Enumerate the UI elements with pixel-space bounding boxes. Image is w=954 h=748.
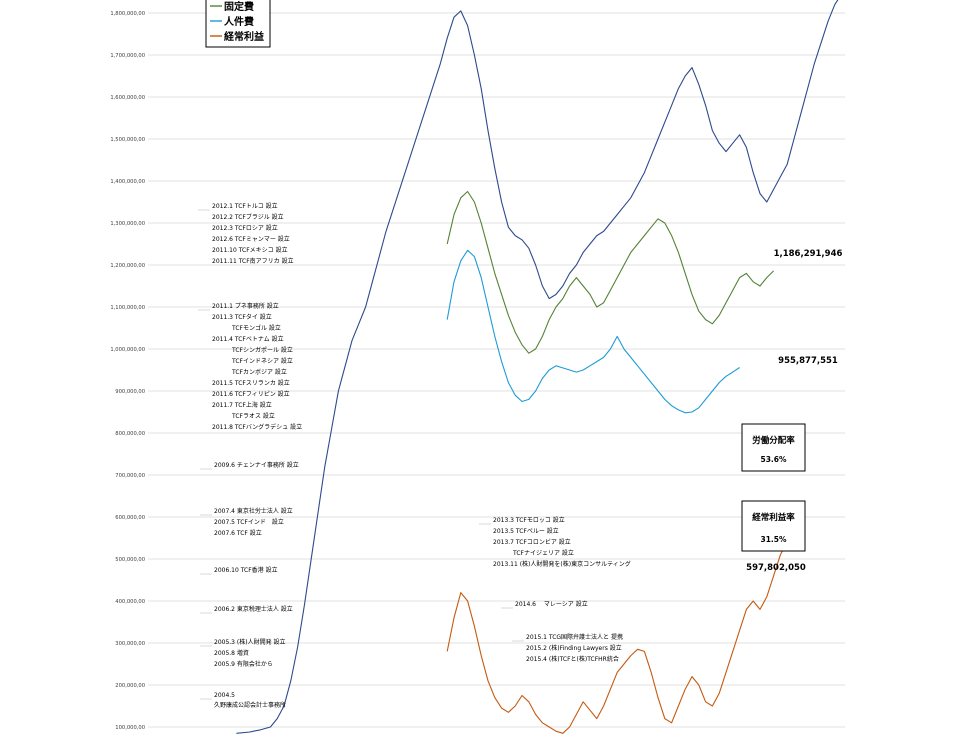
y-tick-label: 1,400,000,00 xyxy=(110,179,145,185)
annotation-line: 2011.7 TCF上海 設立 xyxy=(212,401,272,409)
annotation-line: 2005.8 増資 xyxy=(214,649,249,657)
annotation-line: TCFラオス 設立 xyxy=(231,412,275,420)
annotation-line: 2011.6 TCFフィリピン 設立 xyxy=(212,390,290,398)
annotation-line: 2011.11 TCF南アフリカ 設立 xyxy=(212,257,294,265)
annotation-line: 2014.6 マレーシア 設立 xyxy=(515,600,588,608)
annotation-line: TCFシンガポール 設立 xyxy=(231,346,293,354)
annotation-line: 2013.5 TCFペルー 設立 xyxy=(493,527,559,535)
y-tick-label: 400,000,00 xyxy=(115,599,145,605)
annotation-line: 2012.3 TCFロシア 設立 xyxy=(212,224,278,232)
ratio-box-title: 労働分配率 xyxy=(752,435,795,446)
legend-label: 経常利益 xyxy=(224,30,264,43)
y-tick-label: 1,500,000,00 xyxy=(110,137,145,143)
annotation-line: 2007.6 TCF 設立 xyxy=(214,529,262,537)
y-tick-label: 700,000,00 xyxy=(115,473,145,479)
annotation-line: TCFカンボジア 設立 xyxy=(231,368,287,376)
annotation-line: 2012.6 TCFミャンマー 設立 xyxy=(212,235,290,243)
ratio-box-value: 53.6% xyxy=(760,455,787,464)
annotation-line: 2005.3 (株)人財開発 設立 xyxy=(214,638,286,646)
series-line-3 xyxy=(446,517,795,734)
ratio-box xyxy=(741,500,806,552)
annotation-line: 2013.3 TCFモロッコ 設立 xyxy=(493,516,565,524)
annotation-line: 2012.2 TCFブラジル 設立 xyxy=(212,213,284,221)
series-line-2 xyxy=(446,249,740,414)
y-tick-label: 600,000,00 xyxy=(115,515,145,521)
value-label: 1,186,291,946 xyxy=(774,249,843,259)
annotation-line: 2012.1 TCFトルコ 設立 xyxy=(212,202,278,210)
annotation-line: 2006.10 TCF香港 設立 xyxy=(214,566,278,574)
annotation-line: 2004.5 xyxy=(214,692,235,699)
ratio-box-value: 31.5% xyxy=(760,535,787,544)
y-tick-label: 1,000,000,00 xyxy=(110,347,145,353)
annotation-line: 2011.3 TCFタイ 設立 xyxy=(212,313,272,321)
value-label: 955,877,551 xyxy=(778,356,838,366)
legend-label: 人件費 xyxy=(224,15,254,28)
series-line-1 xyxy=(446,190,774,354)
y-tick-label: 1,800,000,00 xyxy=(110,11,145,17)
annotation-line: 2011.1 プネ事務所 設立 xyxy=(212,302,279,310)
annotation-line: 2007.5 TCFインド 設立 xyxy=(214,518,284,526)
y-tick-label: 800,000,00 xyxy=(115,431,145,437)
legend-label: 固定費 xyxy=(224,0,254,13)
annotation-line: 2013.11 (株)人財開発を(株)東京コンサルティング xyxy=(493,560,631,568)
y-tick-label: 300,000,00 xyxy=(115,641,145,647)
ratio-box xyxy=(741,423,806,472)
annotation-line: 2015.1 TCG国際弁護士法人と 提携 xyxy=(526,633,623,641)
annotation-line: 2015.4 (株)TCFと(株)TCFHR統合 xyxy=(526,655,619,663)
y-tick-label: 1,100,000,00 xyxy=(110,305,145,311)
y-tick-label: 1,300,000,00 xyxy=(110,221,145,227)
y-tick-label: 500,000,00 xyxy=(115,557,145,563)
y-tick-label: 1,700,000,00 xyxy=(110,53,145,59)
annotation-line: 2007.4 東京社労士法人 設立 xyxy=(214,507,293,515)
annotation-line: 2013.7 TCFコロンビア 設立 xyxy=(493,538,571,546)
annotation-line: 2011.8 TCFバングラデシュ 設立 xyxy=(212,423,302,431)
y-tick-label: 100,000,00 xyxy=(115,725,145,731)
annotation-line: 2011.5 TCFスリランカ 設立 xyxy=(212,379,290,387)
annotation-line: 2011.4 TCFベトナム 設立 xyxy=(212,335,284,343)
y-tick-label: 900,000,00 xyxy=(115,389,145,395)
annotation-line: TCFインドネシア 設立 xyxy=(231,357,293,365)
annotation-line: 2011.10 TCFメキシコ 設立 xyxy=(212,246,288,254)
annotation-line: TCFモンゴル 設立 xyxy=(231,324,281,332)
annotation-line: TCFナイジェリア 設立 xyxy=(512,549,574,557)
annotation-line: 2005.9 有限会社から xyxy=(214,660,273,668)
annotation-line: 久野康成公認会計士事務所 xyxy=(214,701,286,709)
ratio-box-title: 経常利益率 xyxy=(752,512,795,523)
y-tick-label: 1,600,000,00 xyxy=(110,95,145,101)
value-label: 597,802,050 xyxy=(746,563,806,573)
annotation-line: 2015.2 (株)Finding Lawyers 設立 xyxy=(526,644,622,652)
y-tick-label: 1,200,000,00 xyxy=(110,263,145,269)
legend-box xyxy=(205,0,271,48)
y-tick-label: 200,000,00 xyxy=(115,683,145,689)
annotation-line: 2009.6 チェンナイ事務所 設立 xyxy=(214,461,299,469)
series-line-0 xyxy=(236,0,839,734)
annotation-line: 2006.2 東京税理士法人 設立 xyxy=(214,605,293,613)
